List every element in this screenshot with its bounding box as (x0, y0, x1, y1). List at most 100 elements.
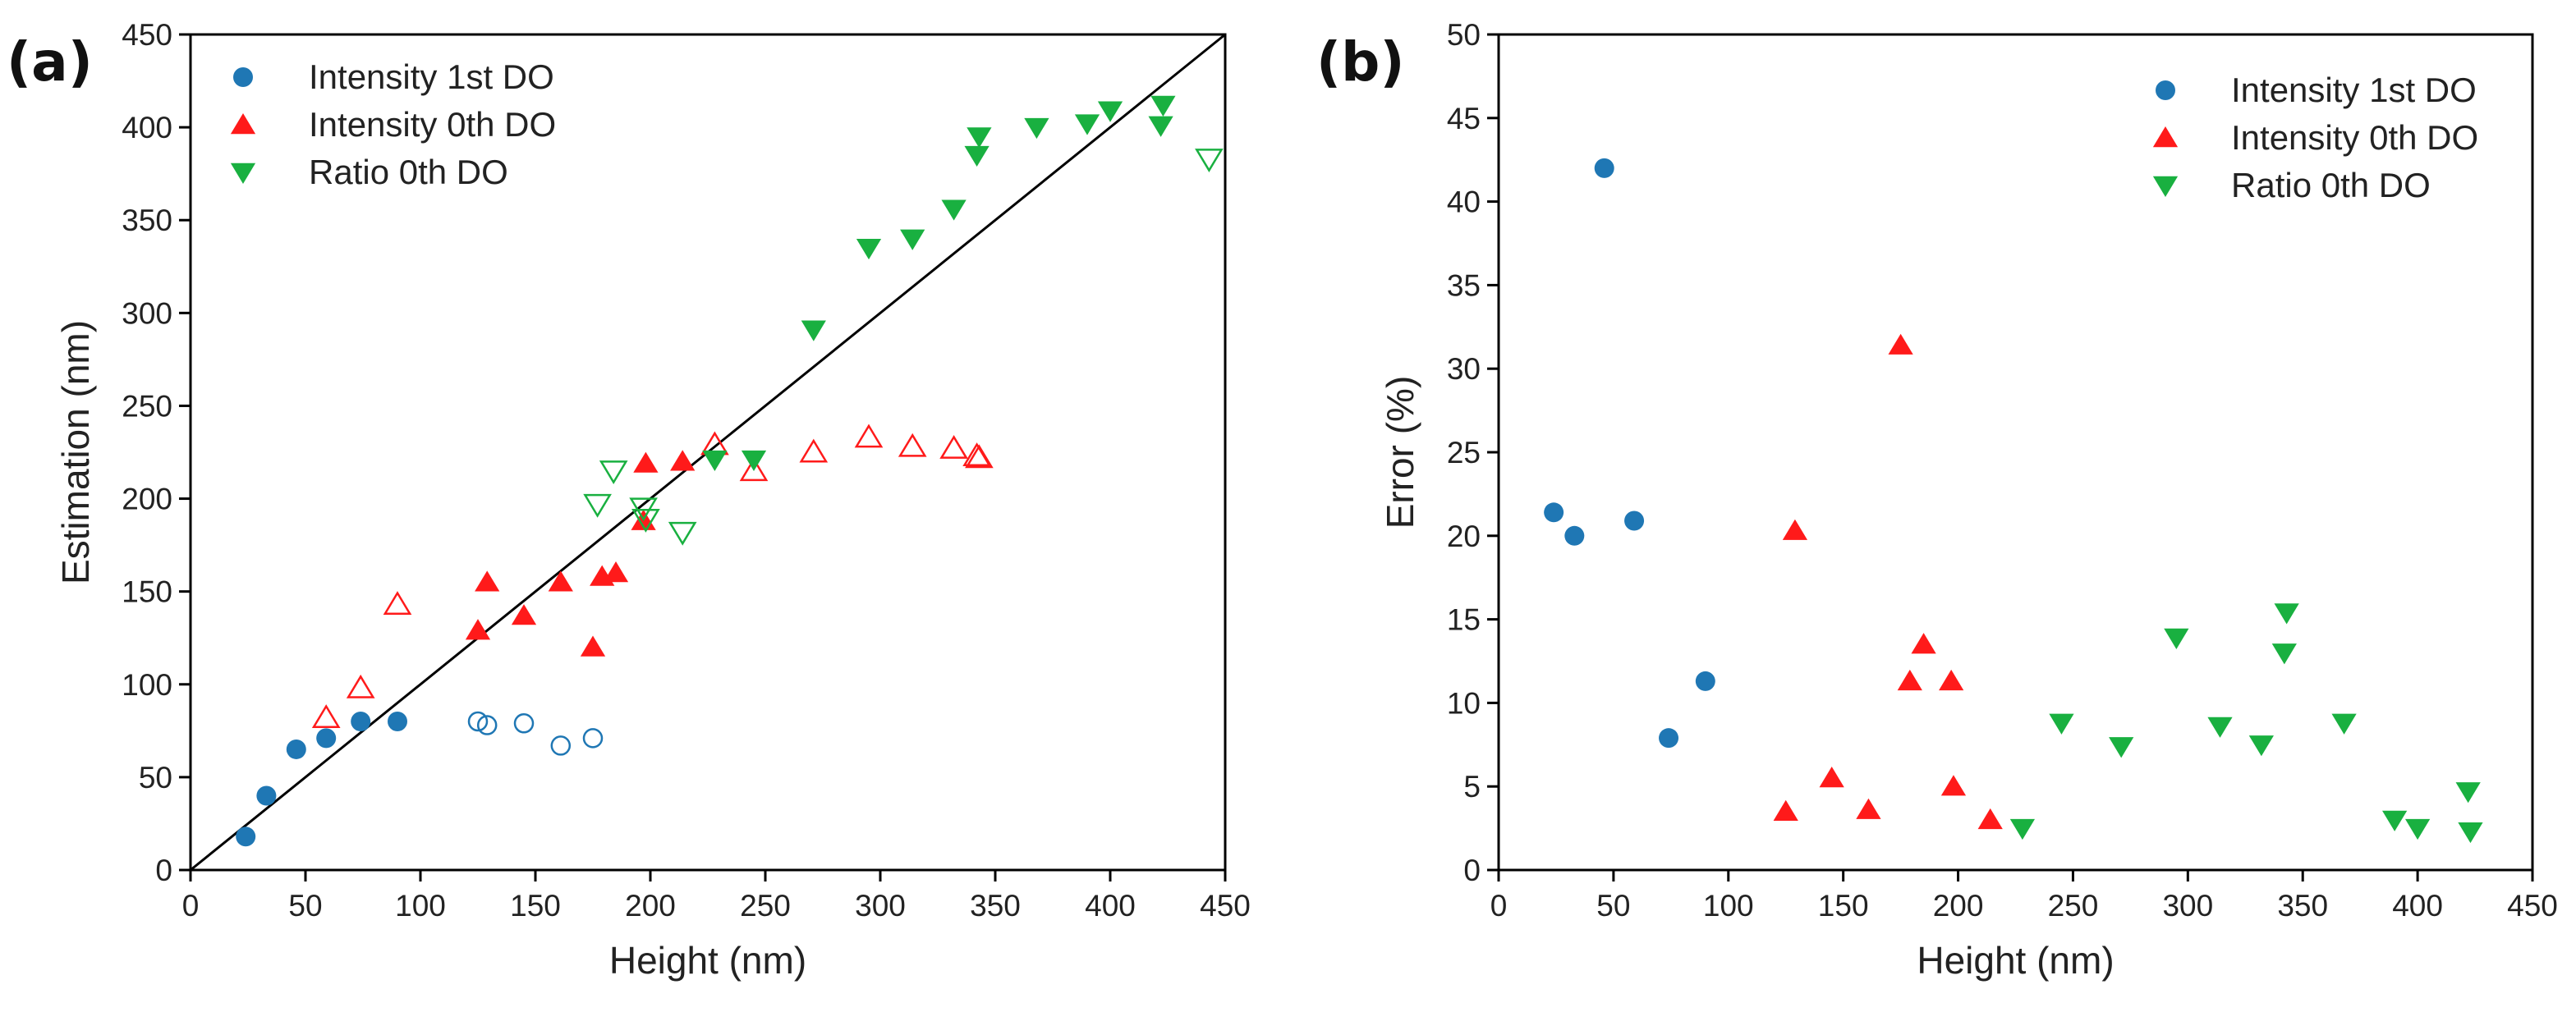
data-point-open (383, 591, 412, 615)
legend-label: Intensity 1st DO (2231, 71, 2477, 109)
y-tick-label: 150 (122, 575, 172, 609)
x-tick-label: 100 (395, 889, 446, 923)
data-point (1940, 775, 1967, 796)
y-tick-label: 50 (139, 761, 172, 794)
data-point (2274, 603, 2299, 625)
x-tick-label: 350 (970, 889, 1021, 923)
legend-label: Intensity 0th DO (2231, 118, 2478, 157)
data-point (2109, 737, 2134, 758)
data-point (1659, 728, 1679, 749)
data-point (1897, 669, 1922, 691)
legend-marker (2152, 126, 2179, 148)
data-point (475, 570, 500, 592)
y-axis-title: Error (%) (1379, 376, 1421, 529)
legend-label: Ratio 0th DO (2231, 166, 2431, 204)
plot-frame (189, 33, 1227, 872)
data-point (1773, 799, 1798, 821)
data-point-open (939, 435, 968, 459)
y-tick-label: 15 (1447, 603, 1481, 637)
data-point (1624, 511, 1645, 531)
data-point (2049, 713, 2074, 735)
legend-marker (230, 113, 256, 135)
data-point-open (962, 442, 991, 466)
data-point (1782, 519, 1808, 540)
data-point-open (599, 460, 628, 485)
y-tick-label: 450 (122, 18, 172, 52)
data-point-open (898, 433, 927, 457)
x-tick-label: 300 (855, 889, 906, 923)
data-point (670, 450, 696, 471)
data-point (256, 785, 277, 806)
x-tick-label: 250 (2048, 889, 2099, 923)
data-point (1097, 101, 1123, 122)
data-point (1695, 671, 1715, 691)
y-tick-label: 100 (122, 668, 172, 702)
data-point (2458, 822, 2483, 844)
y-tick-label: 400 (122, 111, 172, 144)
data-point (967, 127, 992, 149)
data-point (603, 561, 629, 583)
series-intensity_0th (311, 424, 994, 728)
legend-label: Intensity 0th DO (309, 105, 556, 144)
y-tick-label: 0 (155, 854, 172, 887)
data-point (2455, 782, 2481, 804)
legend-marker (2156, 80, 2175, 100)
x-tick-label: 250 (740, 889, 791, 923)
data-point (316, 728, 337, 749)
data-point (1544, 502, 1564, 523)
data-point (548, 570, 573, 592)
x-tick-label: 450 (1200, 889, 1251, 923)
legend: Intensity 1st DO Intensity 0th DO Ratio 0t… (230, 57, 556, 191)
data-point (900, 229, 925, 250)
data-point-open (799, 438, 829, 463)
data-point-open (1195, 149, 1224, 172)
data-point (1148, 116, 1173, 137)
y-tick-label: 45 (1447, 102, 1481, 135)
legend-marker (233, 67, 253, 87)
x-tick-label: 300 (2162, 889, 2213, 923)
series-intensity_1st (236, 711, 604, 847)
data-point-open (631, 508, 660, 533)
x-tick-label: 50 (1596, 889, 1630, 923)
legend-label: Intensity 1st DO (309, 57, 554, 96)
data-point-open (582, 728, 604, 749)
y-axis-title: Estimation (nm) (54, 320, 97, 584)
x-tick-label: 400 (1085, 889, 1136, 923)
x-tick-label: 150 (1818, 889, 1869, 923)
legend-marker (2152, 176, 2179, 197)
y-tick-label: 40 (1447, 185, 1481, 219)
y-tick-label: 200 (122, 483, 172, 516)
data-point (286, 739, 306, 759)
data-point (388, 712, 407, 732)
data-point (856, 238, 882, 260)
data-point-open (467, 711, 489, 732)
data-point (2271, 643, 2297, 665)
x-tick-label: 450 (2507, 889, 2558, 923)
data-point (1819, 767, 1844, 788)
y-tick-label: 35 (1447, 268, 1481, 302)
data-point-open (668, 521, 697, 546)
series-intensity_0th (1773, 333, 2003, 830)
series-intensity_1st (1544, 158, 1715, 749)
data-point (1594, 158, 1614, 178)
x-tick-label: 400 (2392, 889, 2443, 923)
data-point-open (346, 674, 375, 698)
data-point (1856, 798, 1881, 819)
y-tick-label: 0 (1463, 854, 1481, 887)
data-point (1150, 95, 1176, 117)
data-point-open (550, 735, 572, 756)
plot-frame (1497, 33, 2534, 872)
y-tick-label: 300 (122, 296, 172, 330)
x-axis-title: Height (nm) (609, 939, 806, 982)
data-point-open (476, 715, 498, 735)
data-point (236, 827, 256, 847)
y-tick-label: 10 (1447, 686, 1481, 720)
data-point (580, 635, 606, 657)
legend-marker (230, 163, 256, 184)
x-tick-label: 0 (182, 889, 200, 923)
y-tick-label: 50 (1447, 18, 1481, 52)
data-point (1074, 114, 1100, 135)
y-tick-label: 20 (1447, 520, 1481, 553)
data-point (511, 604, 537, 625)
